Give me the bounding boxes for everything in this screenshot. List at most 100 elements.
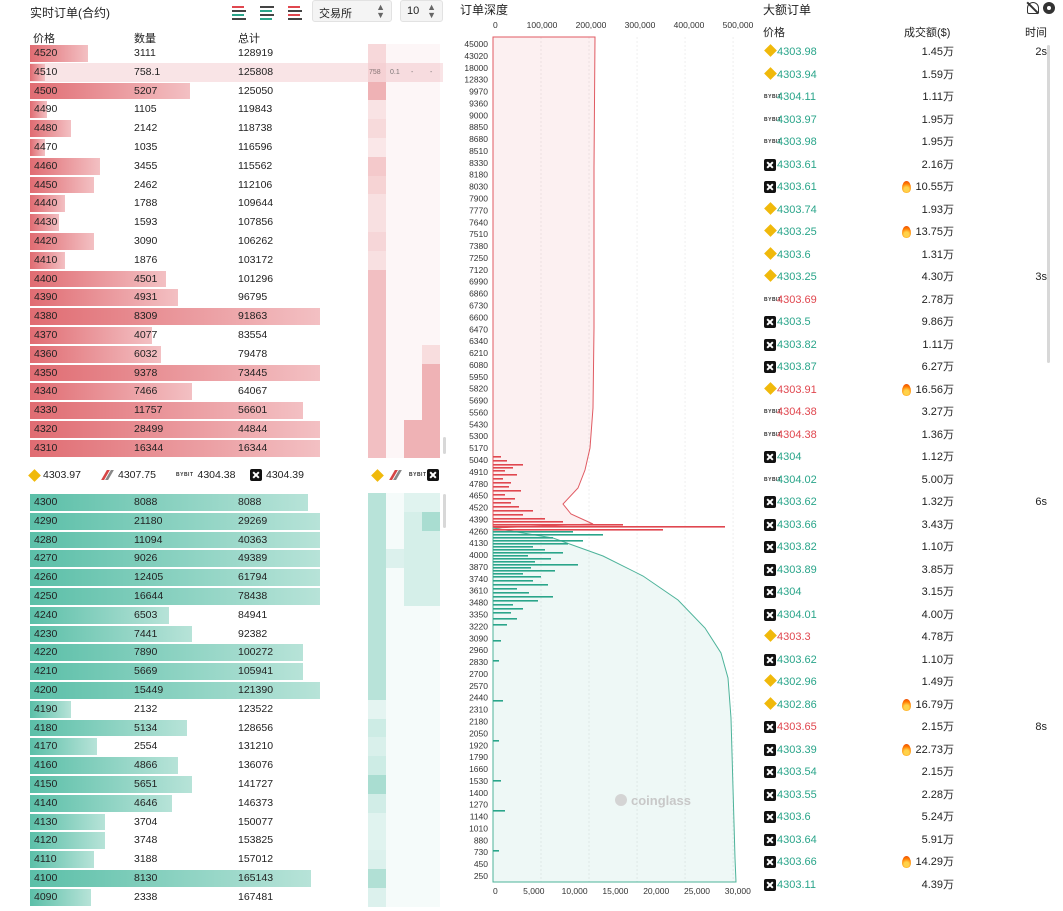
ask-row[interactable]: 4510 758.1 125808 [30,63,320,82]
ask-row[interactable]: 4350 9378 73445 [30,364,320,383]
depth-level-select[interactable]: 10 ▲ ▼ [400,0,443,22]
large-order-row[interactable]: BYBIT 4303.98 1.95万 [760,131,1063,154]
bid-row[interactable]: 4100 8130 165143 [30,869,320,888]
large-order-row[interactable]: 4303.65 2.15万 8s [760,716,1063,739]
large-order-row[interactable]: 4303.82 1.10万 [760,536,1063,559]
large-order-row[interactable]: 4303.55 2.28万 [760,784,1063,807]
bid-row[interactable]: 4150 5651 141727 [30,775,320,794]
ask-row[interactable]: 4450 2462 112106 [30,176,320,195]
large-order-row[interactable]: 4303.61 2.16万 [760,154,1063,177]
large-order-row[interactable]: 4303.39 22.73万 [760,739,1063,762]
bid-row[interactable]: 4190 2132 123522 [30,700,320,719]
ask-row[interactable]: 4470 1035 116596 [30,138,320,157]
large-order-price: 4303.55 [777,788,817,801]
large-order-row[interactable]: BYBIT 4304.02 5.00万 [760,469,1063,492]
large-order-row[interactable]: BYBIT 4304.38 1.36万 [760,424,1063,447]
large-order-row[interactable]: 4303.25 13.75万 [760,221,1063,244]
large-order-row[interactable]: 4303.62 1.32万 6s [760,491,1063,514]
large-order-row[interactable]: 4304 3.15万 [760,581,1063,604]
ask-row[interactable]: 4490 1105 119843 [30,100,320,119]
settings-gear-icon[interactable] [1043,2,1055,14]
large-order-row[interactable]: 4303.25 4.30万 3s [760,266,1063,289]
ask-row[interactable]: 4420 3090 106262 [30,232,320,251]
large-order-row[interactable]: 4303.11 4.39万 [760,874,1063,897]
ask-row[interactable]: 4400 4501 101296 [30,270,320,289]
large-order-row[interactable]: BYBIT 4303.69 2.78万 [760,289,1063,312]
ask-row[interactable]: 4360 6032 79478 [30,345,320,364]
bid-row[interactable]: 4160 4866 136076 [30,756,320,775]
bid-row[interactable]: 4110 3188 157012 [30,850,320,869]
bid-scrollbar[interactable] [443,494,446,528]
bid-row[interactable]: 4270 9026 49389 [30,549,320,568]
large-order-row[interactable]: 4302.86 16.79万 [760,694,1063,717]
large-order-row[interactable]: BYBIT 4303.97 1.95万 [760,109,1063,132]
ask-scrollbar[interactable] [443,437,446,454]
ask-row[interactable]: 4430 1593 107856 [30,213,320,232]
ask-exchange-share-cell [404,307,422,326]
ask-row[interactable]: 4370 4077 83554 [30,326,320,345]
exchange-select[interactable]: 交易所 ▲ ▼ [312,0,392,22]
ask-row[interactable]: 4480 2142 118738 [30,119,320,138]
large-order-row[interactable]: 4303.5 9.86万 [760,311,1063,334]
large-order-row[interactable]: 4303.6 5.24万 [760,806,1063,829]
ask-row[interactable]: 4410 1876 103172 [30,251,320,270]
bid-row[interactable]: 4240 6503 84941 [30,606,320,625]
ask-row[interactable]: 4380 8309 91863 [30,307,320,326]
ask-exchange-share-cell [404,232,422,251]
view-bids-icon[interactable] [256,5,276,20]
bid-row[interactable]: 4230 7441 92382 [30,625,320,644]
large-order-row[interactable]: BYBIT 4304.11 1.11万 [760,86,1063,109]
bid-row[interactable]: 4290 21180 29269 [30,512,320,531]
large-orders-scrollbar[interactable] [1047,45,1050,363]
mute-bell-icon[interactable] [1027,2,1039,14]
ask-row[interactable]: 4310 16344 16344 [30,439,320,458]
ask-row[interactable]: 4340 7466 64067 [30,382,320,401]
large-order-row[interactable]: 4304.01 4.00万 [760,604,1063,627]
bid-row[interactable]: 4250 16644 78438 [30,587,320,606]
large-order-row[interactable]: 4303.61 10.55万 [760,176,1063,199]
bid-row[interactable]: 4170 2554 131210 [30,737,320,756]
large-order-row[interactable]: 4303.54 2.15万 [760,761,1063,784]
view-both-icon[interactable] [228,5,248,20]
large-order-row[interactable]: 4303.87 6.27万 [760,356,1063,379]
bid-row[interactable]: 4120 3748 153825 [30,831,320,850]
large-order-row[interactable]: 4302.96 1.49万 [760,671,1063,694]
large-order-row[interactable]: 4303.74 1.93万 [760,199,1063,222]
large-order-row[interactable]: 4303.6 1.31万 [760,244,1063,267]
bid-row[interactable]: 4260 12405 61794 [30,568,320,587]
bid-row[interactable]: 4200 15449 121390 [30,681,320,700]
large-order-row[interactable]: 4303.98 1.45万 2s [760,41,1063,64]
bid-row[interactable]: 4130 3704 150077 [30,813,320,832]
ask-row[interactable]: 4460 3455 115562 [30,157,320,176]
large-order-row[interactable]: 4303.91 16.56万 [760,379,1063,402]
large-order-row[interactable]: 4303.82 1.11万 [760,334,1063,357]
large-order-row[interactable]: 4303.89 3.85万 [760,559,1063,582]
large-order-row[interactable]: 4303.66 14.29万 [760,851,1063,874]
bid-row[interactable]: 4140 4646 146373 [30,794,320,813]
ask-row[interactable]: 4520 3111 128919 [30,44,320,63]
large-order-row[interactable]: 4304 1.12万 [760,446,1063,469]
ask-row[interactable]: 4500 5207 125050 [30,82,320,101]
price-axis-tick: 1270 [469,800,488,810]
large-order-row[interactable]: 4303.3 4.78万 [760,626,1063,649]
large-order-row[interactable]: 4303.94 1.59万 [760,64,1063,87]
ask-level-bar [493,494,505,496]
ask-row[interactable]: 4320 28499 44844 [30,420,320,439]
bid-row[interactable]: 4300 8088 8088 [30,493,320,512]
view-asks-icon[interactable] [284,5,304,20]
bid-row[interactable]: 4280 11094 40363 [30,531,320,550]
large-order-row[interactable]: 4303.64 5.91万 [760,829,1063,852]
ask-row[interactable]: 4390 4931 96795 [30,288,320,307]
large-order-row[interactable]: BYBIT 4304.38 3.27万 [760,401,1063,424]
bid-row[interactable]: 4210 5669 105941 [30,662,320,681]
large-order-row[interactable]: 4303.62 1.10万 [760,649,1063,672]
row-qty: 3188 [134,853,158,866]
ask-row[interactable]: 4440 1788 109644 [30,194,320,213]
bid-row[interactable]: 4090 2338 167481 [30,888,320,907]
ask-exchange-share-cell [404,401,422,420]
ask-row[interactable]: 4330 11757 56601 [30,401,320,420]
large-order-row[interactable]: 4303.66 3.43万 [760,514,1063,537]
price-axis-tick: 7640 [469,217,488,227]
bid-row[interactable]: 4220 7890 100272 [30,643,320,662]
bid-row[interactable]: 4180 5134 128656 [30,719,320,738]
